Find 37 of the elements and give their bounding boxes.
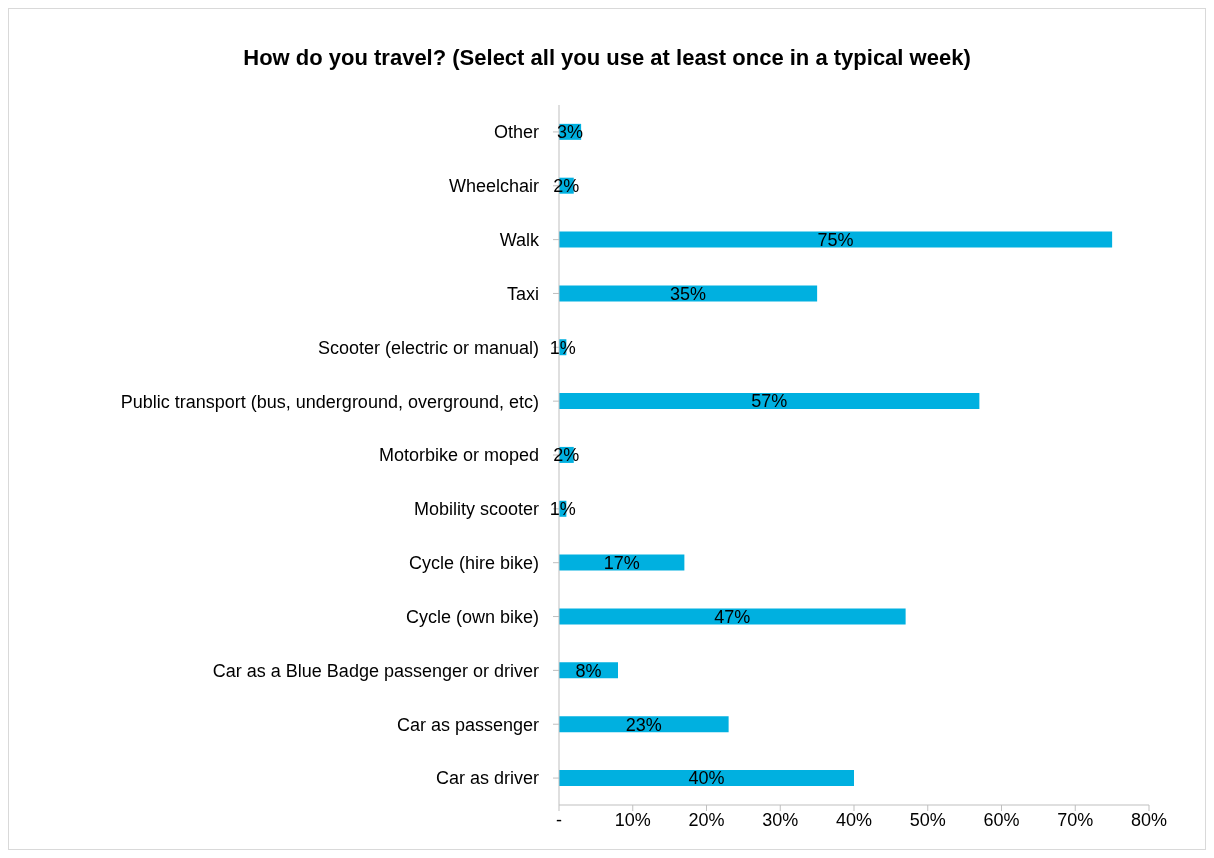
data-label: 47% bbox=[714, 606, 751, 627]
y-tick-label: Taxi bbox=[506, 283, 539, 304]
bar bbox=[559, 770, 854, 786]
bar bbox=[559, 231, 1113, 248]
x-tick-label: 40% bbox=[835, 809, 873, 830]
data-label: 57% bbox=[751, 391, 788, 412]
x-tick-label: 70% bbox=[1057, 809, 1094, 830]
y-tick-label: Scooter (electric or manual) bbox=[317, 337, 539, 358]
data-label: 75% bbox=[817, 229, 854, 250]
x-tick-label: 10% bbox=[614, 809, 651, 830]
data-label: 40% bbox=[688, 768, 725, 789]
y-tick-label: Cycle (own bike) bbox=[405, 606, 539, 627]
chart-title: How do you travel? (Select all you use at least once in a typical week) bbox=[242, 44, 972, 72]
x-tick-label: 50% bbox=[909, 809, 946, 830]
y-tick-label: Car as passenger bbox=[396, 714, 539, 735]
y-tick-label: Public transport (bus, underground, overground, etc) bbox=[120, 391, 539, 412]
x-tick-label: - bbox=[556, 809, 562, 830]
x-tick-label: 20% bbox=[688, 809, 725, 830]
bar bbox=[559, 393, 980, 410]
y-tick-label: Cycle (hire bike) bbox=[408, 553, 539, 574]
y-tick-label: Motorbike or moped bbox=[378, 445, 539, 466]
y-tick-label: Car as a Blue Badge passenger or driver bbox=[212, 660, 539, 681]
y-tick-label: Mobility scooter bbox=[413, 499, 539, 520]
data-label: 17% bbox=[603, 553, 640, 574]
bar bbox=[559, 608, 906, 625]
x-tick-label: 60% bbox=[983, 809, 1020, 830]
y-tick-label: Wheelchair bbox=[448, 176, 539, 197]
y-tick-label: Walk bbox=[499, 230, 540, 251]
data-label: 23% bbox=[625, 714, 662, 735]
data-label: 35% bbox=[670, 283, 707, 304]
bar bbox=[559, 285, 818, 302]
y-tick-label: Other bbox=[493, 122, 539, 143]
y-tick-label: Car as driver bbox=[435, 768, 539, 789]
x-tick-label: 80% bbox=[1130, 809, 1168, 830]
data-label: 8% bbox=[575, 660, 602, 681]
bar bbox=[559, 716, 729, 733]
x-tick-label: 30% bbox=[762, 809, 799, 830]
